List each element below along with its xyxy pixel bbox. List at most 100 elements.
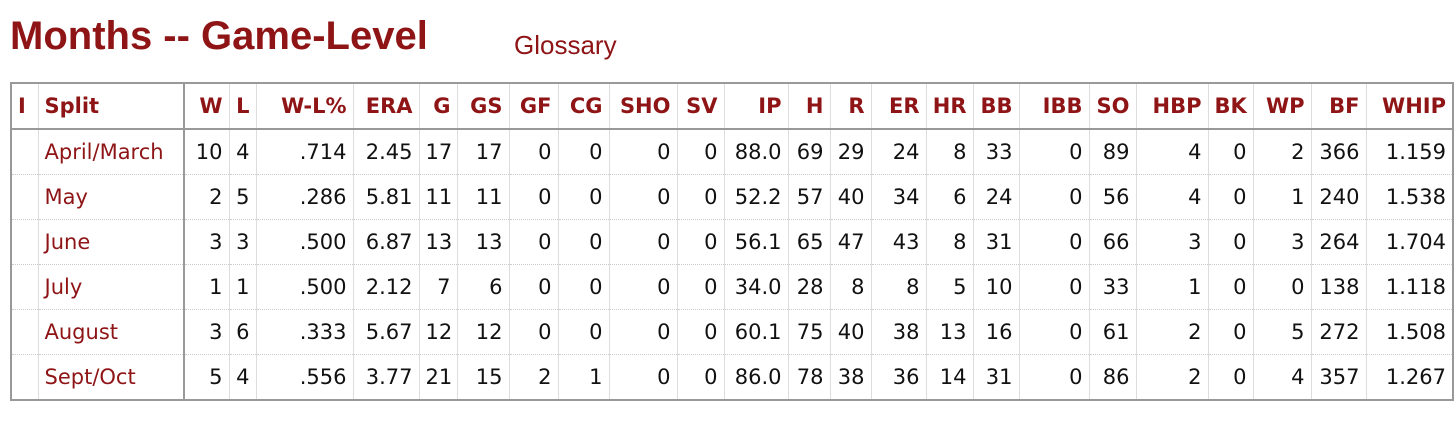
column-header: L [228,83,256,130]
stat-cell: 33 [972,129,1019,175]
column-header: HBP [1135,83,1208,130]
stat-cell: .333 [255,309,353,355]
column-header: BF [1310,83,1366,130]
stat-cell: 7 [418,264,457,310]
stat-cell: 24 [972,174,1019,220]
stat-cell: 33 [1088,264,1136,310]
split-cell[interactable]: Sept/Oct [37,354,185,401]
stat-cell: 8 [829,264,871,310]
column-header: R [829,83,871,130]
stat-cell: 1.704 [1365,219,1453,265]
rank-cell [10,174,38,220]
stat-cell: 1 [183,264,229,310]
data-row: May 2 5.286 5.81 11 11 0 0 0 0 52.2 57 40 34 6 24 0 56 4 0 1… [10,174,1453,220]
stat-cell: 3 [1135,219,1208,265]
stat-cell: 4 [228,129,256,175]
glossary-link[interactable]: Glossary [514,30,617,60]
column-header: WP [1252,83,1311,130]
stat-cell: 69 [787,129,830,175]
stat-cell: 0 [1018,264,1089,310]
stat-cell: 4 [1252,354,1311,401]
column-header: GF [508,83,558,130]
column-header: H [787,83,830,130]
stat-cell: 1.538 [1365,174,1453,220]
stat-cell: 0 [608,129,677,175]
stat-cell: 0 [608,219,677,265]
stat-cell: 28 [787,264,830,310]
stat-cell: 56 [1088,174,1136,220]
column-header: Split [37,83,185,130]
data-row: June 3 3.500 6.87 13 13 0 0 0 0 56.1 65 47 43 8 31 0 66 3 0… [10,219,1453,265]
stat-cell: .500 [255,264,353,310]
stat-cell: 366 [1310,129,1366,175]
stat-cell: 138 [1310,264,1366,310]
column-header: ERA [352,83,419,130]
stat-cell: 264 [1310,219,1366,265]
stat-cell: 5 [925,264,973,310]
stat-cell: 56.1 [723,219,788,265]
stat-cell: .500 [255,219,353,265]
stat-cell: 31 [972,219,1019,265]
split-cell[interactable]: May [37,174,185,220]
stat-cell: 3 [183,219,229,265]
header-row: I Split W L W-L% ERA G GS GF CG SHO SV IP H R ER HR BB IBB… [10,83,1453,130]
stat-cell: 0 [1018,354,1089,401]
stat-cell: 4 [1135,129,1208,175]
split-cell[interactable]: July [37,264,185,310]
stat-cell: 78 [787,354,830,401]
stat-cell: 4 [1135,174,1208,220]
stat-cell: 6 [925,174,973,220]
column-header: WHIP [1365,83,1453,130]
stat-cell: 8 [925,219,973,265]
stat-cell: 2 [183,174,229,220]
column-header: W [183,83,229,130]
rank-cell [10,309,38,355]
stat-cell: 0 [1018,174,1089,220]
stat-cell: 15 [456,354,509,401]
stat-cell: 0 [1018,129,1089,175]
stat-cell: 57 [787,174,830,220]
column-header: I [10,83,38,130]
stat-cell: 31 [972,354,1019,401]
stat-cell: 29 [829,129,871,175]
split-cell[interactable]: June [37,219,185,265]
stat-cell: 17 [418,129,457,175]
stat-cell: 5.81 [352,174,419,220]
stat-cell: 0 [1252,264,1311,310]
stat-cell: 13 [418,219,457,265]
stat-cell: 3 [1252,219,1311,265]
stat-cell: 1 [1135,264,1208,310]
stat-cell: 0 [508,264,558,310]
stat-cell: 0 [1018,309,1089,355]
column-header: BK [1207,83,1253,130]
stat-cell: 2 [1252,129,1311,175]
stat-cell: 0 [1207,174,1253,220]
column-header: IP [723,83,788,130]
stat-cell: 34 [870,174,926,220]
stat-cell: 0 [557,309,609,355]
stat-cell: 0 [508,129,558,175]
column-header: GS [456,83,509,130]
stat-cell: 52.2 [723,174,788,220]
stat-cell: 40 [829,309,871,355]
stat-cell: 13 [925,309,973,355]
stat-cell: 1.508 [1365,309,1453,355]
stat-cell: 0 [508,219,558,265]
stat-cell: 0 [557,264,609,310]
stat-cell: 43 [870,219,926,265]
split-cell[interactable]: August [37,309,185,355]
stat-cell: 1.159 [1365,129,1453,175]
stat-cell: 17 [456,129,509,175]
stat-cell: 89 [1088,129,1136,175]
split-cell[interactable]: April/March [37,129,185,175]
column-header: CG [557,83,609,130]
column-header: BB [972,83,1019,130]
column-header: IBB [1018,83,1089,130]
rank-cell [10,264,38,310]
stat-cell: 0 [676,309,724,355]
stat-cell: 88.0 [723,129,788,175]
stat-cell: 1 [1252,174,1311,220]
stat-cell: 0 [1207,264,1253,310]
stat-cell: 0 [608,174,677,220]
data-row: August 3 6.333 5.67 12 12 0 0 0 0 60.1 75 40 38 13 16 0 6… [10,309,1453,355]
